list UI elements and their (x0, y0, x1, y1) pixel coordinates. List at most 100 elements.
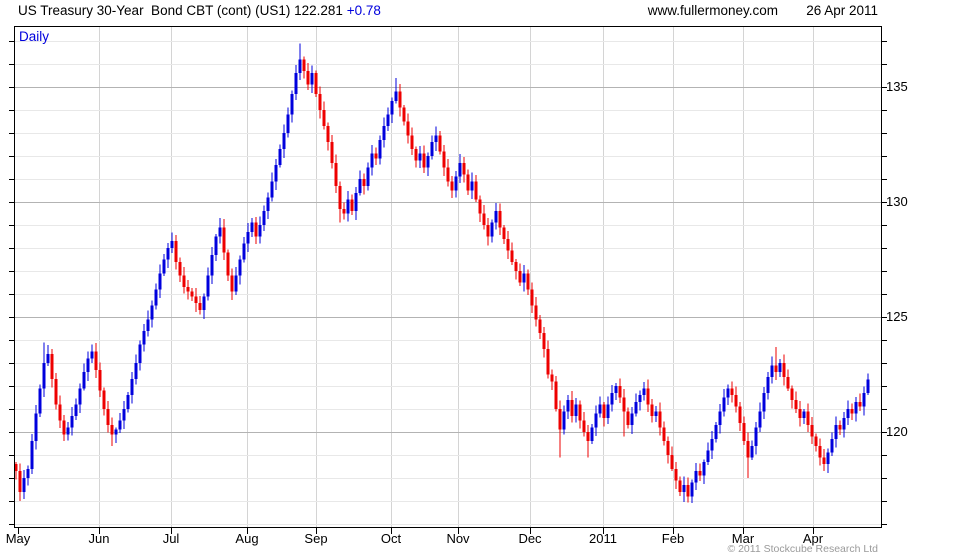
candle-body (690, 482, 694, 497)
candle-body (566, 399, 570, 412)
candle-body (762, 392, 766, 412)
candle-body (46, 353, 50, 363)
candle-body (54, 379, 58, 405)
candle-body (354, 192, 358, 212)
candle-body (234, 275, 238, 292)
candle-body (786, 376, 790, 389)
candle-body (622, 397, 626, 412)
candle-body (342, 208, 346, 214)
candle-body (314, 73, 318, 94)
x-axis-label-may: May (5, 531, 31, 546)
candle-body (166, 248, 170, 260)
plot-border (14, 26, 882, 528)
candle-body (854, 402, 858, 414)
candle-body (306, 70, 310, 85)
x-axis-label-feb: Feb (661, 531, 685, 546)
candle-body (730, 388, 734, 396)
candle-body (238, 259, 242, 276)
candle-body (530, 289, 534, 306)
candle-body (218, 227, 222, 237)
candle-body (570, 399, 574, 416)
x-axis-label-jul: Jul (162, 531, 180, 546)
candle-body (754, 427, 758, 446)
candle-body (618, 386, 622, 398)
candle-body (42, 363, 46, 389)
candle-body (438, 135, 442, 152)
candle-body (798, 409, 802, 419)
candle-body (222, 227, 226, 253)
candle-body (546, 349, 550, 375)
candle-body (702, 461, 706, 476)
candle-body (226, 252, 230, 276)
x-axis-label-jun: Jun (88, 531, 110, 546)
candle-body (154, 289, 158, 306)
candle-body (606, 404, 610, 419)
candle-body (498, 211, 502, 228)
candle-body (634, 402, 638, 414)
timeframe-label: Daily (19, 29, 50, 44)
candle-body (610, 392, 614, 405)
candle-body (538, 319, 542, 334)
x-axis-label-dec: Dec (518, 531, 542, 546)
candle-body (738, 406, 742, 423)
candle-body (558, 409, 562, 430)
candle-body (386, 114, 390, 127)
candle-body (370, 153, 374, 168)
candle-body (594, 413, 598, 428)
candle-body (98, 369, 102, 391)
candle-body (174, 241, 178, 262)
y-axis-label-130: 130 (886, 194, 908, 209)
candle-body (470, 181, 474, 191)
candle-body (502, 227, 506, 239)
candle-body (30, 441, 34, 469)
candle-body (574, 404, 578, 416)
y-axis-label-120: 120 (886, 424, 908, 439)
candle-body (182, 275, 186, 288)
candle-body (250, 222, 254, 232)
candle-body (770, 365, 774, 377)
candle-body (58, 404, 62, 421)
candle-body (562, 411, 566, 430)
candle-body (406, 121, 410, 136)
instrument-title: US Treasury 30-Year Bond CBT (cont) (US1… (18, 3, 381, 18)
candle-body (298, 59, 302, 74)
candle-body (282, 133, 286, 150)
candle-body (866, 379, 870, 393)
candle-body (70, 415, 74, 428)
candle-body (462, 162, 466, 175)
candle-body (758, 411, 762, 428)
candle-body (86, 358, 90, 373)
candle-body (718, 411, 722, 426)
candle-body (106, 409, 110, 426)
candle-body (110, 425, 114, 435)
candle-body (842, 418, 846, 430)
x-axis-label-oct: Oct (380, 531, 402, 546)
candle-body (722, 397, 726, 412)
candle-body (278, 149, 282, 166)
candle-body (674, 468, 678, 481)
candle-body (50, 353, 54, 380)
candle-body (598, 404, 602, 414)
candle-body (486, 225, 490, 237)
candle-body (350, 199, 354, 212)
x-axis-label-apr: Apr (802, 531, 824, 546)
candle-body (726, 388, 730, 398)
candle-body (646, 388, 650, 405)
candle-body (186, 287, 190, 292)
candle-body (130, 379, 134, 396)
candle-body (446, 167, 450, 182)
candle-body (270, 181, 274, 198)
candle-body (510, 250, 514, 262)
candle-body (366, 167, 370, 186)
candle-body (522, 273, 526, 283)
candle-body (66, 427, 70, 435)
candle-body (134, 363, 138, 380)
candle-body (294, 73, 298, 94)
candle-body (850, 409, 854, 414)
instrument-name-price: US Treasury 30-Year Bond CBT (cont) (US1… (18, 3, 343, 18)
candle-body (362, 179, 366, 186)
candle-body (662, 427, 666, 442)
candle-body (490, 222, 494, 237)
candle-body (670, 455, 674, 469)
candle-body (242, 243, 246, 260)
